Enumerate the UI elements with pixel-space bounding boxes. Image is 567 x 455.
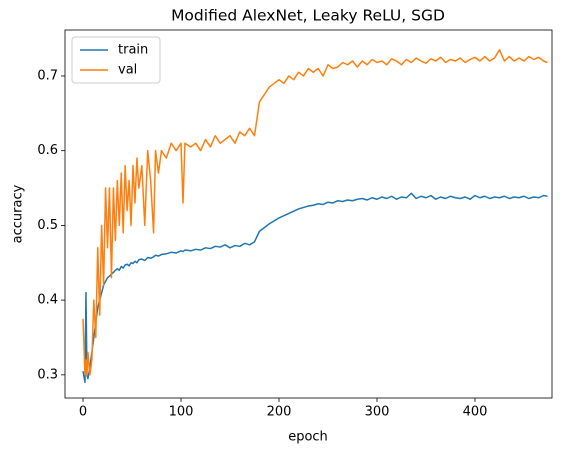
chart-title: Modified AlexNet, Leaky ReLU, SGD (171, 7, 445, 25)
x-tick-label: 200 (267, 405, 292, 420)
y-tick-label: 0.7 (37, 68, 58, 83)
series-line (82, 49, 548, 376)
series-line (82, 192, 548, 384)
y-tick-label: 0.4 (37, 293, 58, 308)
y-tick-label: 0.5 (37, 218, 58, 233)
y-tick-label: 0.6 (37, 143, 58, 158)
y-tick-label: 0.3 (37, 367, 58, 382)
x-tick-label: 300 (365, 405, 390, 420)
plot-frame (64, 29, 553, 399)
x-tick-label: 100 (169, 405, 194, 420)
x-tick-label: 400 (463, 405, 488, 420)
y-axis-label: accuracy (11, 184, 26, 243)
legend-label: val (118, 63, 137, 78)
x-axis-label: epoch (288, 430, 328, 445)
x-tick-label: 0 (79, 405, 87, 420)
legend-label: train (118, 43, 148, 58)
legend-box (71, 36, 161, 84)
